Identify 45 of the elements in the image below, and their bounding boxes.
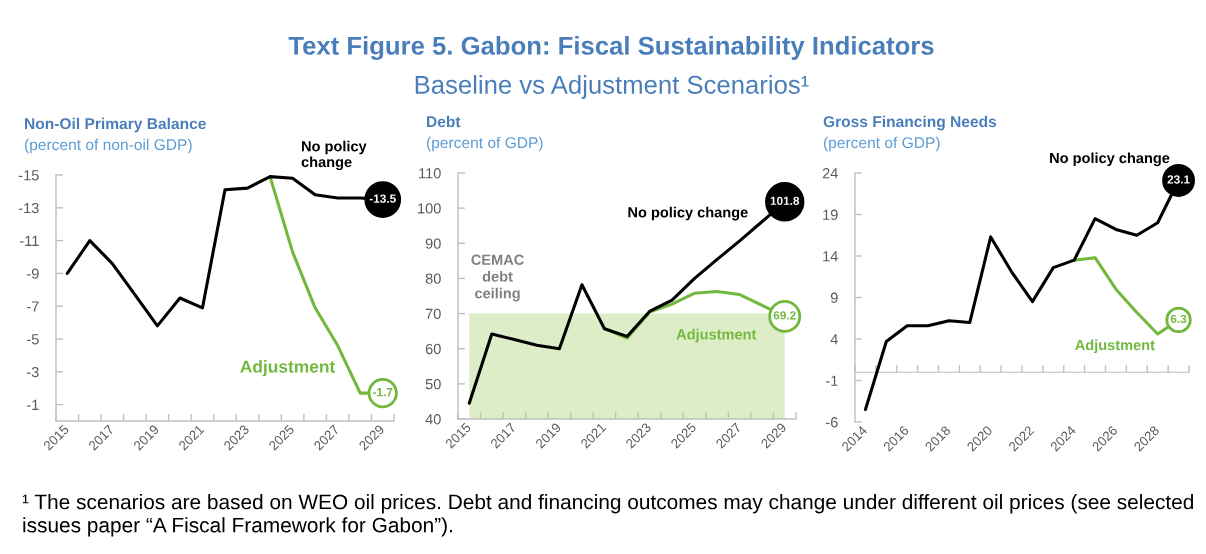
data-label: 6.3	[1170, 314, 1187, 324]
y-tick-label: 70	[425, 308, 441, 319]
y-tick-label: -6	[826, 417, 838, 428]
y-tick-label: 9	[830, 292, 838, 303]
series-label: No policy change	[301, 140, 367, 171]
y-tick-label: 80	[425, 273, 441, 284]
data-label: 69.2	[773, 311, 796, 320]
series-label: No policy change	[628, 206, 748, 221]
data-label: 101.8	[770, 196, 800, 205]
data-label: -13.5	[369, 194, 396, 203]
y-tick-label: -11	[19, 235, 39, 246]
chart-title: Debt	[427, 115, 461, 128]
band-label: CEMAC debt ceiling	[471, 254, 524, 302]
text: Baseline vs Adjustment Scenarios¹	[415, 75, 809, 99]
chart-subtitle: (percent of GDP)	[823, 136, 940, 152]
y-tick-label: 4	[830, 334, 838, 345]
y-tick-label: -1	[826, 375, 838, 386]
y-tick-label: -1	[27, 399, 39, 410]
text: ¹ The scenarios are based on WEO oil prices. Debt and financing outcomes may change under different oil prices (see selected issues paper “A Fiscal Framework for Gabon”).	[22, 494, 1193, 537]
y-tick-label: -5	[27, 334, 39, 345]
y-tick-label: 50	[425, 378, 441, 390]
series-label: Adjustment	[240, 360, 336, 377]
y-tick-label: 14	[823, 251, 838, 262]
y-tick-label: -3	[27, 366, 39, 378]
chart-title: Non-Oil Primary Balance	[25, 117, 206, 133]
data-label: 23.1	[1167, 175, 1190, 184]
y-tick-label: 24	[822, 168, 838, 179]
text: Text Figure 5. Gabon: Fiscal Sustainability Indicators	[288, 35, 934, 61]
y-tick-label: 100	[418, 203, 441, 214]
data-label: -1.7	[373, 388, 393, 397]
y-tick-label: -15	[18, 170, 39, 181]
y-tick-label: 40	[425, 414, 441, 425]
series-label: Adjustment	[676, 328, 757, 343]
series-label: No policy change	[1050, 152, 1170, 167]
chart-subtitle: (percent of non-oil GDP)	[24, 138, 192, 154]
chart-subtitle: (percent of GDP)	[426, 136, 543, 152]
series-label: Adjustment	[1075, 339, 1155, 354]
chart-title: Gross Financing Needs	[823, 115, 997, 131]
y-tick-label: 110	[419, 168, 441, 179]
y-tick-label: 90	[425, 238, 441, 249]
y-tick-label: -9	[27, 268, 39, 279]
y-tick-label: 19	[823, 209, 838, 220]
y-tick-label: 60	[425, 343, 441, 355]
y-tick-label: -7	[27, 301, 39, 312]
y-tick-label: -13	[18, 202, 39, 214]
